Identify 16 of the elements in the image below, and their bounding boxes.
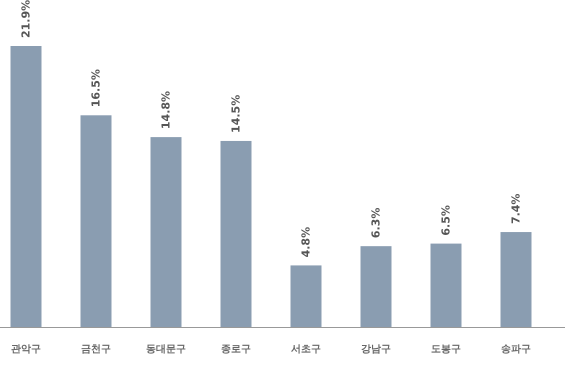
x-tick-label: 동대문구 [146, 344, 186, 355]
data-label: 21.9% [20, 0, 32, 38]
data-label: 14.8% [160, 90, 172, 130]
x-tick-label: 금천구 [81, 344, 111, 355]
data-label: 14.5% [230, 94, 242, 133]
data-label: 16.5% [90, 69, 102, 108]
x-tick-label: 종로구 [221, 344, 251, 355]
data-label: 6.5% [440, 205, 452, 236]
x-tick-label: 도봉구 [431, 344, 461, 355]
data-label: 4.8% [300, 226, 312, 258]
x-tick-label: 강남구 [361, 344, 391, 355]
data-label: 7.4% [510, 194, 522, 224]
data-label: 6.3% [370, 208, 382, 238]
x-tick-label: 송파구 [501, 344, 531, 355]
x-tick-label: 관악구 [11, 344, 41, 355]
x-tick-label: 서초구 [291, 344, 321, 355]
